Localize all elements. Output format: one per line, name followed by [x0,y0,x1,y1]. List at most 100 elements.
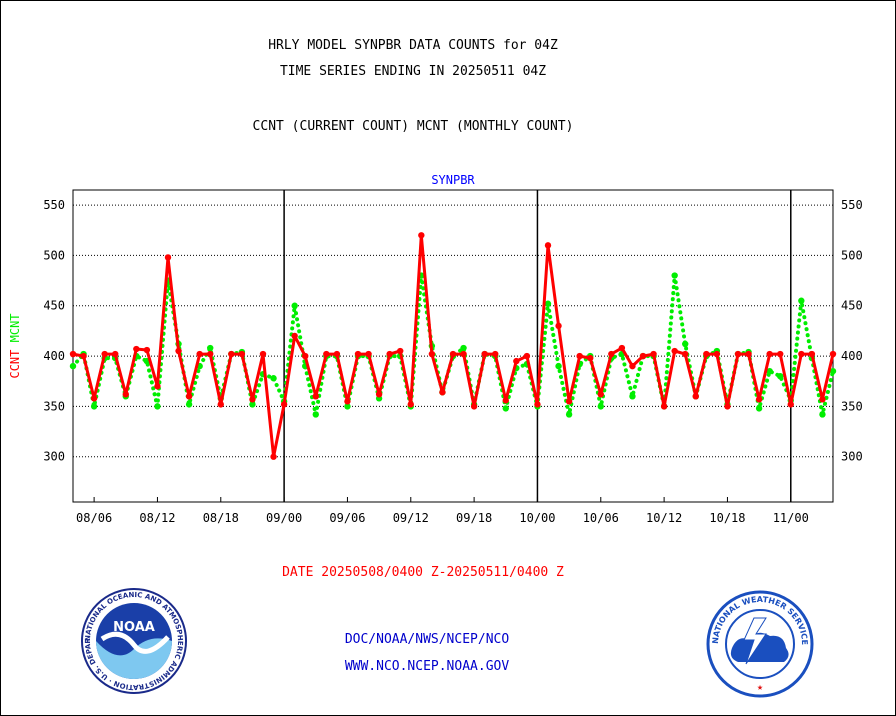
data-point-ccnt [597,391,604,398]
y-tick-label-left: 350 [43,399,65,413]
data-point-ccnt [280,401,288,408]
x-tick-label: 09/18 [456,511,492,525]
x-tick-label: 10/06 [583,511,619,525]
data-point-ccnt [354,350,362,358]
data-point-ccnt [608,350,615,358]
data-point-ccnt [143,346,151,354]
y-tick-label-left: 550 [43,198,65,212]
x-tick-label: 09/06 [329,511,365,525]
plot-frame [72,189,834,503]
data-point-ccnt [513,357,520,365]
data-point-mcnt [270,375,277,382]
data-point-ccnt [798,350,805,358]
data-point-ccnt [259,350,267,358]
series-line-ccnt [71,233,835,459]
plot-title: SYNPBR [431,173,475,187]
data-point-ccnt [481,350,488,358]
data-point-ccnt [428,350,436,358]
x-tick-label: 09/00 [266,511,302,525]
data-point-mcnt [819,411,826,418]
data-point-ccnt [291,332,298,340]
data-point-ccnt [639,352,647,360]
x-tick-label: 10/12 [646,511,682,525]
data-point-ccnt [629,362,636,370]
chart-title-line1: HRLY MODEL SYNPBR DATA COUNTS for 04Z [268,38,558,53]
data-point-ccnt [724,403,731,410]
data-point-ccnt [133,345,140,353]
data-point-ccnt [112,350,119,358]
data-point-ccnt [470,403,478,410]
data-point-ccnt [90,395,98,402]
y-tick-label-left: 450 [43,299,65,313]
data-point-mcnt [766,367,773,375]
y-tick-label-left: 300 [43,450,65,464]
data-point-ccnt [122,391,129,398]
x-tick-label: 10/18 [709,511,745,525]
data-point-ccnt [766,350,773,358]
chart-subtitle: CCNT (CURRENT COUNT) MCNT (MONTHLY COUNT… [252,119,574,134]
data-point-mcnt [344,403,351,410]
data-point-ccnt [544,242,552,249]
data-point-ccnt [175,347,182,355]
data-point-ccnt [439,389,446,396]
data-point-mcnt [90,403,98,410]
data-point-ccnt [523,352,531,360]
data-point-ccnt [375,391,383,398]
data-point-mcnt [755,405,763,412]
chart-title-line2: TIME SERIES ENDING IN 20250511 04Z [279,64,547,79]
data-point-mcnt [312,411,319,418]
y-axis-label-mcnt: MCNT [8,313,22,349]
data-point-ccnt [196,350,203,358]
data-point-mcnt [777,372,784,380]
data-point-ccnt [323,350,330,358]
y-tick-label-right: 300 [841,450,863,464]
x-tick-label: 08/12 [139,511,175,525]
data-point-ccnt [333,350,341,358]
data-point-ccnt [154,383,161,390]
data-point-ccnt [618,344,626,352]
y-tick-label-left: 400 [43,349,65,363]
data-point-ccnt [502,397,509,404]
data-point-mcnt [555,362,562,370]
data-point-ccnt [185,393,193,400]
y-tick-label-right: 450 [841,299,863,313]
data-point-mcnt [671,272,678,279]
data-point-mcnt [291,302,298,309]
data-point-ccnt [787,401,794,408]
x-tick-label: 08/06 [76,511,112,525]
data-point-ccnt [249,396,256,403]
data-point-ccnt [650,350,657,358]
y-tick-label-right: 500 [841,248,863,262]
data-point-ccnt [302,352,309,360]
data-point-ccnt [755,396,763,403]
data-point-ccnt [397,347,404,355]
data-point-ccnt [407,401,414,408]
y-tick-label-right: 400 [841,349,863,363]
data-point-ccnt [692,393,699,400]
data-point-mcnt [207,344,214,352]
data-point-ccnt [534,401,541,408]
data-point-ccnt [449,350,457,358]
y-axis-label-ccnt: CCNT [8,350,22,379]
data-point-mcnt [249,401,256,408]
data-point-ccnt [587,354,594,362]
data-point-mcnt [185,401,193,408]
nws-logo: NATIONAL WEATHER SERVICE ★ [706,590,814,698]
y-tick-label-right: 350 [841,399,863,413]
data-point-ccnt [365,350,372,358]
noaa-logo-text: NOAA [113,620,155,635]
data-point-ccnt [703,350,710,358]
data-point-mcnt [154,403,161,410]
data-point-mcnt [682,340,689,348]
data-point-mcnt [69,362,77,370]
data-point-ccnt [386,350,393,358]
data-point-ccnt [69,350,77,358]
data-point-mcnt [829,367,837,375]
data-point-ccnt [734,350,742,358]
y-tick-label-right: 550 [841,198,863,212]
data-point-ccnt [344,398,351,405]
data-point-ccnt [713,350,721,358]
data-point-ccnt [207,350,214,358]
data-point-ccnt [565,398,573,405]
